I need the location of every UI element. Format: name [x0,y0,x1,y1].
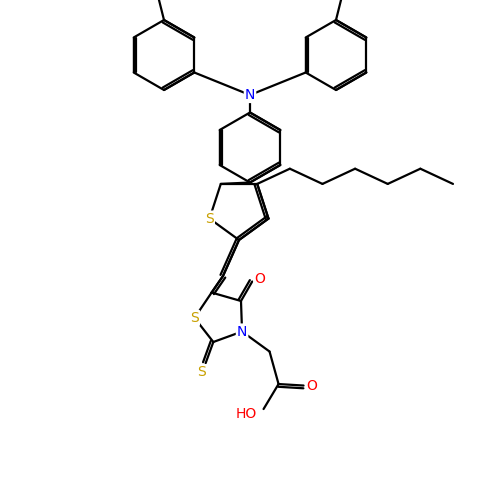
Text: S: S [190,311,199,325]
Text: S: S [198,365,206,379]
Text: N: N [237,324,247,338]
Text: HO: HO [236,407,256,421]
Text: O: O [306,378,318,392]
Text: N: N [245,88,255,102]
Text: O: O [254,272,265,286]
Text: S: S [205,212,214,226]
